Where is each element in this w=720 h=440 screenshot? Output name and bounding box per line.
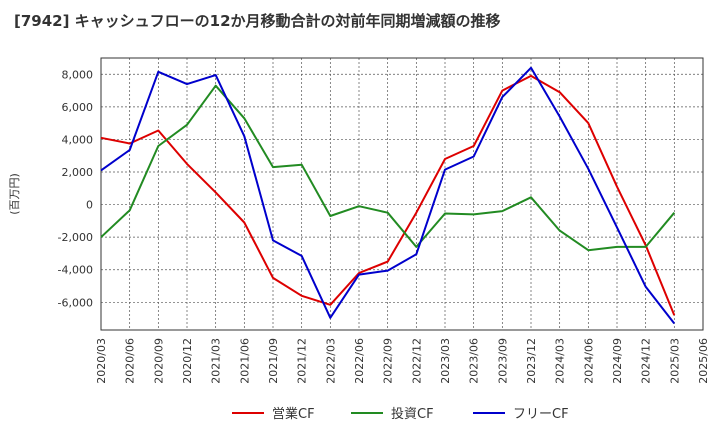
x-tick-label: 2022/03 — [324, 338, 337, 384]
x-tick-label: 2022/12 — [410, 338, 423, 384]
x-tick-label: 2023/09 — [496, 338, 509, 384]
plot-frame — [100, 57, 704, 331]
x-tick-label: 2020/03 — [95, 338, 108, 384]
x-tick-label: 2024/09 — [611, 338, 624, 384]
x-tick-label: 2025/06 — [697, 338, 710, 384]
y-tick-label: -4,000 — [58, 264, 93, 277]
x-tick-label: 2023/12 — [525, 338, 538, 384]
x-tick-label: 2022/09 — [382, 338, 395, 384]
y-tick-label: 6,000 — [62, 101, 94, 114]
x-tick-label: 2020/12 — [181, 338, 194, 384]
series-layer — [100, 66, 676, 325]
y-tick-label: 2,000 — [62, 166, 94, 179]
x-tick-label: 2023/03 — [439, 338, 452, 384]
y-axis-label: (百万円) — [8, 173, 21, 215]
x-tick-label: 2021/06 — [238, 338, 251, 384]
x-tick-label: 2025/03 — [668, 338, 681, 384]
x-tick-label: 2024/12 — [640, 338, 653, 384]
legend-label: 営業CF — [272, 406, 315, 422]
series-line-1 — [100, 74, 676, 316]
series-line-2 — [100, 84, 676, 252]
y-tick-label: -2,000 — [58, 231, 93, 244]
grid-layer — [101, 58, 703, 330]
x-tick-label: 2020/06 — [124, 338, 137, 384]
x-axis: 2020/03 2020/06 2020/09 2020/12 2021/03 2021/… — [95, 338, 710, 384]
legend: 営業CF 投資CF フリーCF — [232, 406, 569, 422]
y-tick-label: -6,000 — [58, 296, 93, 309]
legend-label: 投資CF — [391, 406, 434, 422]
y-axis: -6,000 -4,000 -2,000 0 2,000 4,000 6,000 8,000 — [58, 68, 93, 309]
y-tick-label: 4,000 — [62, 133, 94, 146]
x-tick-label: 2020/09 — [152, 338, 165, 384]
x-tick-label: 2022/06 — [353, 338, 366, 384]
x-tick-label: 2021/12 — [296, 338, 309, 384]
y-tick-label: 8,000 — [62, 68, 94, 81]
x-tick-label: 2023/06 — [468, 338, 481, 384]
legend-label: フリーCF — [513, 407, 569, 422]
y-tick-label: 0 — [86, 199, 93, 212]
series-line-3 — [100, 66, 676, 325]
x-tick-label: 2024/03 — [554, 338, 567, 384]
x-tick-label: 2021/09 — [267, 338, 280, 384]
x-tick-label: 2021/03 — [210, 338, 223, 384]
chart-title: [7942] キャッシュフローの12か月移動合計の対前年同期増減額の推移 — [14, 12, 501, 30]
x-tick-label: 2024/06 — [582, 338, 595, 384]
